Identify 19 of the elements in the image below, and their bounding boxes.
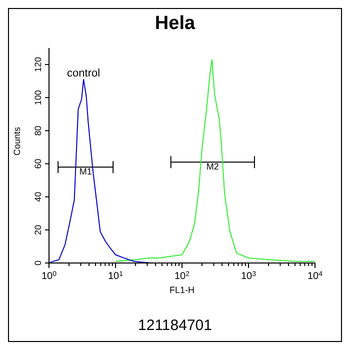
x-tick-label: 10$^{2}$ <box>174 270 190 282</box>
y-tick-label: 100 <box>33 90 43 106</box>
series-label: M2 <box>206 162 219 172</box>
y-tick-label: 120 <box>33 57 43 72</box>
legend-label: M1 <box>79 166 92 176</box>
text: 121184701 <box>137 317 213 334</box>
x-axis-title: FL1-H <box>169 285 195 295</box>
x-tick-label: 10$^{3}$ <box>240 270 256 282</box>
y-tick-label: 20 <box>33 224 43 235</box>
y-tick-label: 80 <box>33 126 43 136</box>
y-axis-title: Counts <box>12 126 22 156</box>
chart-title: Hela <box>154 12 196 36</box>
y-tick-label: 60 <box>33 158 43 169</box>
y-tick-label: 0 <box>33 260 43 266</box>
series-label: control <box>67 67 100 80</box>
y-tick-label: 40 <box>33 192 43 202</box>
x-tick-label: 10$^{0}$ <box>41 270 57 282</box>
x-tick-label: 10$^{4}$ <box>307 270 323 282</box>
x-tick-label: 10$^{1}$ <box>108 270 124 282</box>
